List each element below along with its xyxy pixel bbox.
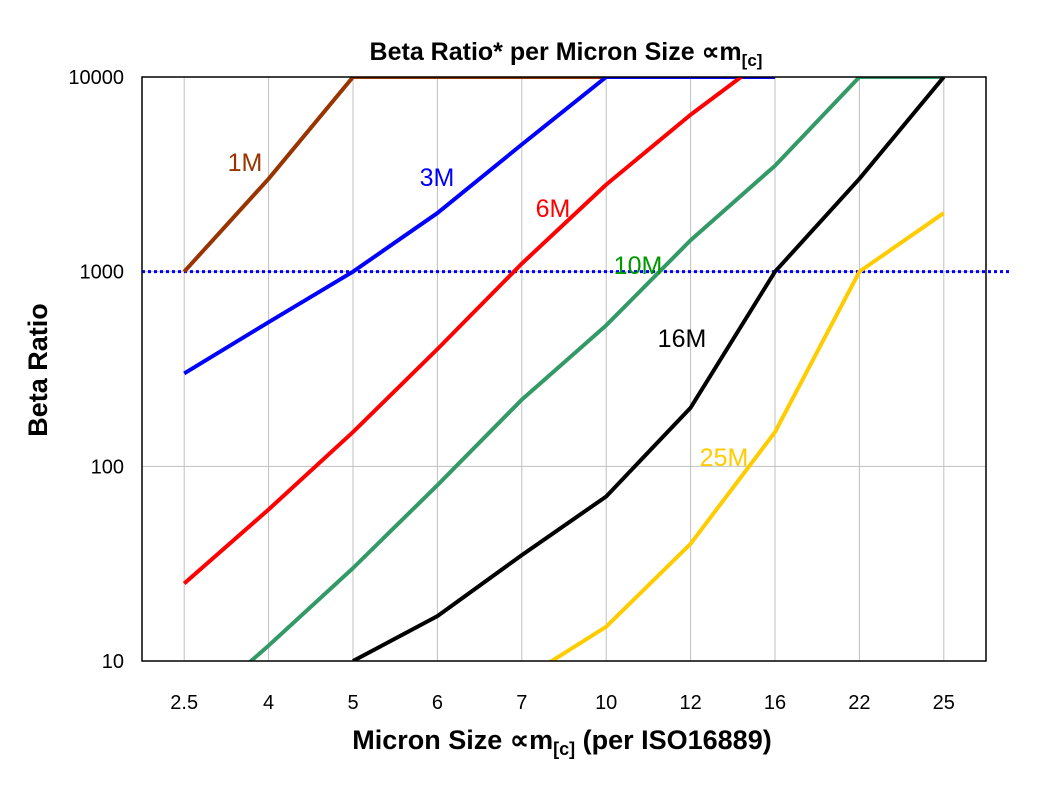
- chart-title: Beta Ratio* per Micron Size ∝m[c]: [370, 38, 763, 70]
- series-label-3M: 3M: [420, 164, 455, 192]
- y-tick-label: 10: [102, 651, 124, 673]
- series-label-1M: 1M: [228, 149, 263, 177]
- series-lines: [182, 77, 946, 661]
- x-tick-label: 16: [764, 692, 786, 714]
- series-label-10M: 10M: [614, 252, 663, 280]
- y-axis-title: Beta Ratio: [23, 303, 53, 437]
- series-label-16M: 16M: [658, 325, 707, 353]
- x-tick-label: 4: [263, 692, 274, 714]
- x-tick-label: 10: [595, 692, 617, 714]
- y-tick-label: 1000: [80, 262, 125, 284]
- plot-border: [141, 76, 987, 662]
- y-tick-labels: 10 100 1000 10000: [68, 67, 124, 673]
- plot-area: [142, 77, 986, 661]
- series-line-10M: [247, 77, 944, 661]
- series-label-6M: 6M: [536, 195, 571, 223]
- x-tick-labels: 2.5 4 5 6 7 10 12 16 22 25: [170, 692, 955, 714]
- x-tick-label: 12: [679, 692, 701, 714]
- series-label-25M: 25M: [700, 444, 749, 472]
- x-tick-label: 22: [848, 692, 870, 714]
- x-tick-label: 6: [432, 692, 443, 714]
- x-tick-label: 5: [347, 692, 358, 714]
- y-tick-label: 100: [91, 456, 124, 478]
- series-line-16M: [352, 77, 946, 661]
- series-labels: 1M 3M 6M 10M 16M 25M: [228, 149, 749, 472]
- x-tick-label: 7: [516, 692, 527, 714]
- x-tick-label: 2.5: [170, 692, 198, 714]
- y-tick-label: 10000: [68, 67, 124, 89]
- series-line-1M: [182, 77, 607, 274]
- series-line-6M: [182, 77, 745, 586]
- x-axis-title: Micron Size ∝m[c] (per ISO16889): [352, 725, 771, 759]
- series-line-3M: [183, 77, 775, 376]
- series-line-25M: [548, 211, 945, 661]
- x-tick-label: 25: [933, 692, 955, 714]
